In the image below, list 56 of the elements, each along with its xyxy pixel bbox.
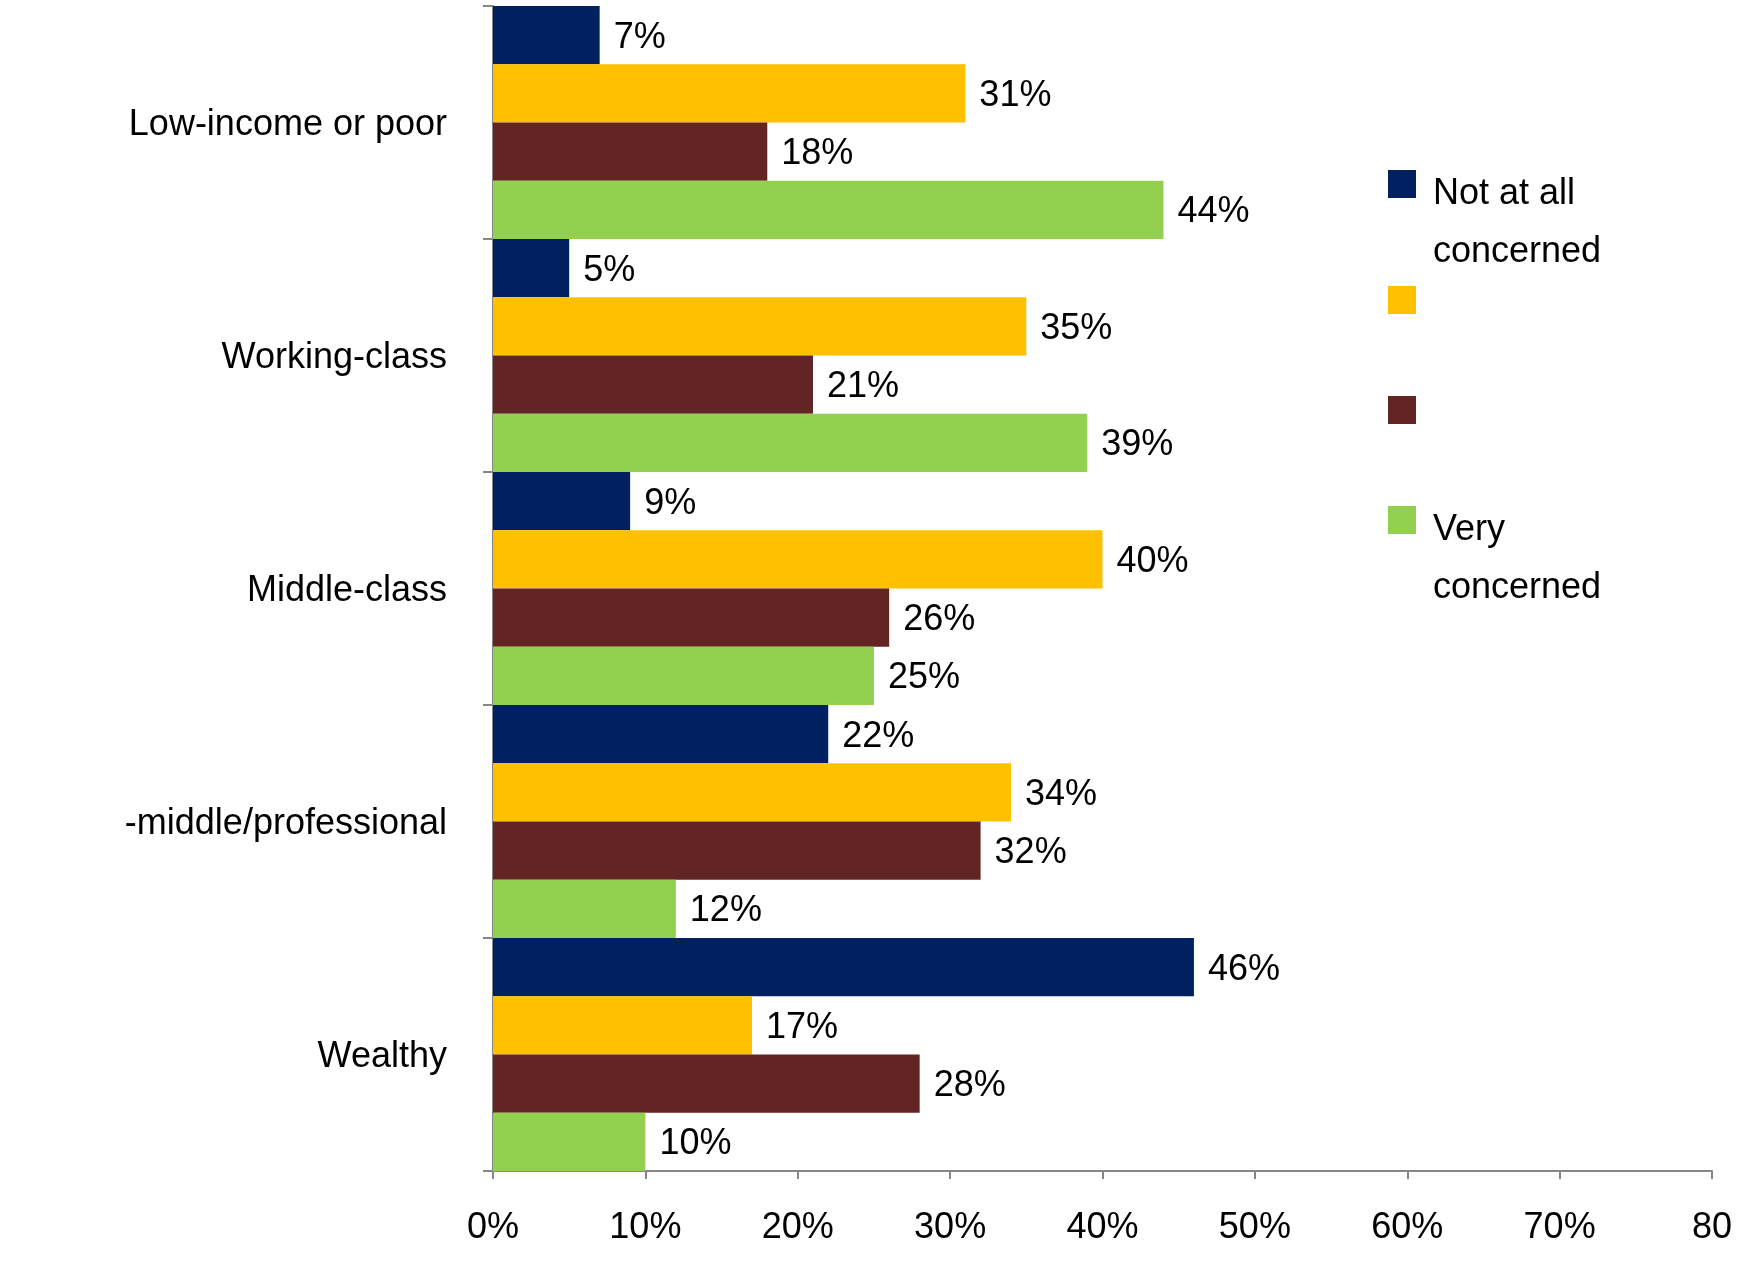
text: 26% [903, 597, 976, 639]
bar [493, 355, 813, 414]
text: 31% [979, 72, 1052, 114]
bar [493, 588, 890, 647]
bar [493, 821, 981, 880]
y-tick-label: Low-income or poor [128, 102, 447, 143]
bar [493, 1112, 646, 1171]
bar [493, 530, 1103, 589]
legend-label: Very concerned [1433, 506, 1602, 606]
bar [493, 64, 966, 123]
y-tick-label: -middle/professional [124, 801, 447, 842]
text: 9% [644, 480, 697, 522]
bar [493, 705, 829, 764]
text: 17% [766, 1004, 839, 1046]
text: 44% [1177, 189, 1250, 231]
text: 32% [994, 830, 1067, 872]
bar [493, 996, 753, 1055]
text: 22% [842, 713, 915, 755]
bar [493, 6, 600, 65]
x-tick-label: 80 [1691, 1204, 1733, 1246]
x-tick-label: 30% [914, 1204, 987, 1246]
bar [493, 297, 1027, 356]
bar [493, 1054, 920, 1113]
x-tick-label: 10% [609, 1204, 682, 1246]
x-tick-label: 70% [1523, 1204, 1596, 1246]
bar [493, 413, 1088, 472]
text: 7% [613, 14, 666, 56]
text: 40% [1116, 538, 1189, 580]
text: 25% [887, 655, 960, 697]
x-tick-label: 20% [761, 1204, 834, 1246]
x-tick-label: 60% [1371, 1204, 1444, 1246]
bar [493, 646, 874, 705]
y-tick-label: Middle-class [246, 568, 447, 609]
text: 10% [659, 1121, 732, 1163]
x-tick-label: 50% [1218, 1204, 1291, 1246]
text: 39% [1101, 422, 1174, 464]
bar [493, 122, 768, 181]
bar [493, 938, 1194, 997]
bar [493, 879, 676, 938]
text: 34% [1025, 771, 1098, 813]
text: 46% [1207, 946, 1280, 988]
x-tick-label: 0% [466, 1204, 520, 1246]
text: 18% [781, 131, 854, 173]
x-tick-label: 40% [1066, 1204, 1139, 1246]
y-tick-label: Working-class [221, 335, 447, 376]
text: 28% [933, 1063, 1006, 1105]
bar [493, 180, 1164, 239]
text: 21% [826, 364, 900, 406]
bar [493, 239, 570, 298]
y-tick-label: Wealthy [317, 1034, 447, 1075]
bar [493, 763, 1012, 822]
text: 12% [689, 888, 762, 930]
text: 5% [583, 247, 636, 289]
bar [493, 472, 631, 531]
legend-label: Not at all concerned [1433, 170, 1602, 270]
text: 35% [1040, 305, 1113, 347]
